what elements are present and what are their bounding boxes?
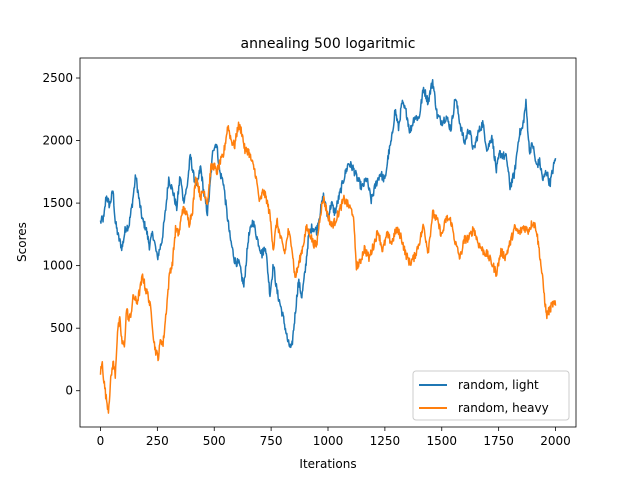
x-tick-label: 2000	[540, 434, 571, 448]
y-tick-label: 0	[65, 384, 73, 398]
x-tick-label: 1250	[370, 434, 401, 448]
x-tick-label: 750	[260, 434, 283, 448]
y-axis: 0 500 1000 1500 2000 2500	[42, 71, 80, 398]
series-line-heavy	[99, 121, 557, 414]
x-tick-label: 1750	[483, 434, 514, 448]
y-tick-label: 1000	[42, 259, 73, 273]
y-tick-label: 1500	[42, 196, 73, 210]
series-line-light	[99, 78, 557, 349]
x-axis-label: Iterations	[299, 457, 356, 471]
x-tick-label: 1500	[426, 434, 457, 448]
series-layer	[99, 78, 557, 414]
y-axis-label: Scores	[15, 222, 29, 262]
legend: random, light random, heavy	[412, 370, 570, 421]
x-tick-label: 250	[146, 434, 169, 448]
legend-label-heavy: random, heavy	[458, 401, 549, 415]
x-tick-label: 500	[203, 434, 226, 448]
y-tick-label: 2000	[42, 134, 73, 148]
chart-title: annealing 500 logaritmic	[241, 36, 416, 52]
x-tick-label: 0	[97, 434, 105, 448]
y-tick-label: 500	[50, 321, 73, 335]
x-tick-label: 1000	[313, 434, 344, 448]
legend-box	[412, 370, 570, 421]
y-tick-label: 2500	[42, 71, 73, 85]
legend-label-light: random, light	[458, 378, 539, 392]
x-axis: 0 250 500 750 1000 1250 1500 1750 2000	[97, 427, 571, 448]
